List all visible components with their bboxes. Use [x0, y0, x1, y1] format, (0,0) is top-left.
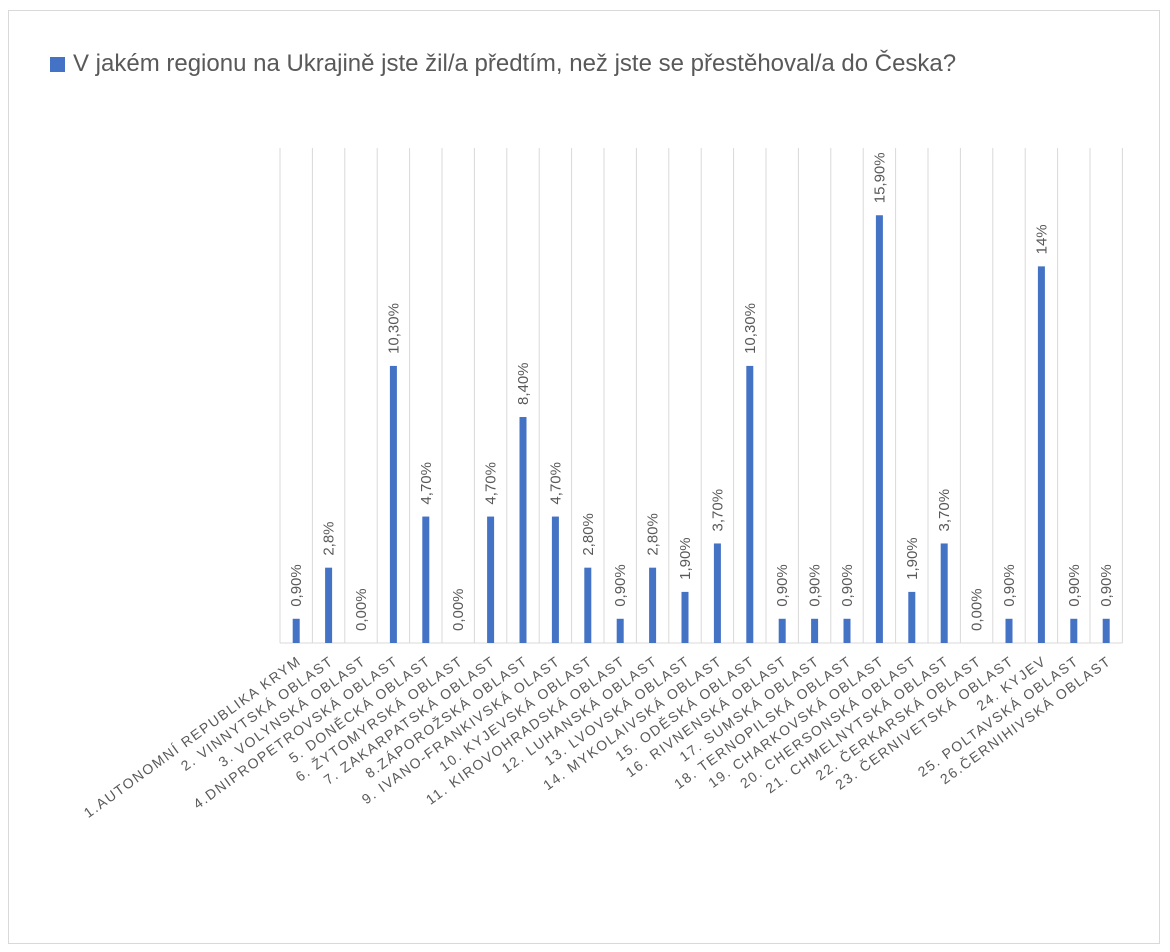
legend: V jakém regionu na Ukrajině jste žil/a p… [50, 48, 956, 80]
bar [1037, 266, 1045, 643]
bar [681, 591, 689, 643]
bar [1102, 618, 1110, 643]
data-label: 4,70% [547, 462, 564, 505]
data-label: 2,8% [321, 521, 338, 555]
bar [811, 618, 819, 643]
data-label: 4,70% [483, 462, 500, 505]
bar [1005, 618, 1013, 643]
data-label: 0,90% [774, 564, 791, 607]
data-label: 0,90% [807, 564, 824, 607]
data-label: 8,40% [515, 362, 532, 405]
bar [325, 567, 333, 643]
data-label: 0,00% [353, 588, 370, 631]
data-label: 4,70% [418, 462, 435, 505]
data-label: 0,90% [1001, 564, 1018, 607]
bar [746, 365, 754, 643]
data-label: 10,30% [385, 303, 402, 354]
data-label: 0,90% [1066, 564, 1083, 607]
bar [519, 417, 527, 643]
data-label: 10,30% [742, 303, 759, 354]
bar [940, 543, 948, 643]
data-label: 3,70% [709, 489, 726, 532]
data-label: 2,80% [580, 513, 597, 556]
bar [551, 516, 559, 643]
data-label: 14% [1033, 224, 1050, 254]
bar [584, 567, 592, 643]
bar [843, 618, 851, 643]
bar [875, 215, 883, 643]
data-label: 1,90% [904, 537, 921, 580]
data-label: 2,80% [645, 513, 662, 556]
bar [487, 516, 495, 643]
bar [616, 618, 624, 643]
bar [422, 516, 430, 643]
data-label: 0,90% [1098, 564, 1115, 607]
data-label: 0,90% [288, 564, 305, 607]
data-label: 15,90% [871, 152, 888, 203]
legend-swatch [50, 56, 65, 72]
bar [1070, 618, 1078, 643]
legend-label: V jakém regionu na Ukrajině jste žil/a p… [73, 50, 957, 77]
bar [778, 618, 786, 643]
data-label: 0,90% [612, 564, 629, 607]
data-label: 0,00% [450, 588, 467, 631]
bar [649, 567, 657, 643]
data-label: 0,90% [839, 564, 856, 607]
data-label: 1,90% [677, 537, 694, 580]
chart-frame [8, 10, 1160, 944]
bar [713, 543, 721, 643]
bar [389, 365, 397, 643]
bar [292, 618, 300, 643]
data-label: 0,00% [969, 588, 986, 631]
bar [908, 591, 916, 643]
data-label: 3,70% [936, 489, 953, 532]
